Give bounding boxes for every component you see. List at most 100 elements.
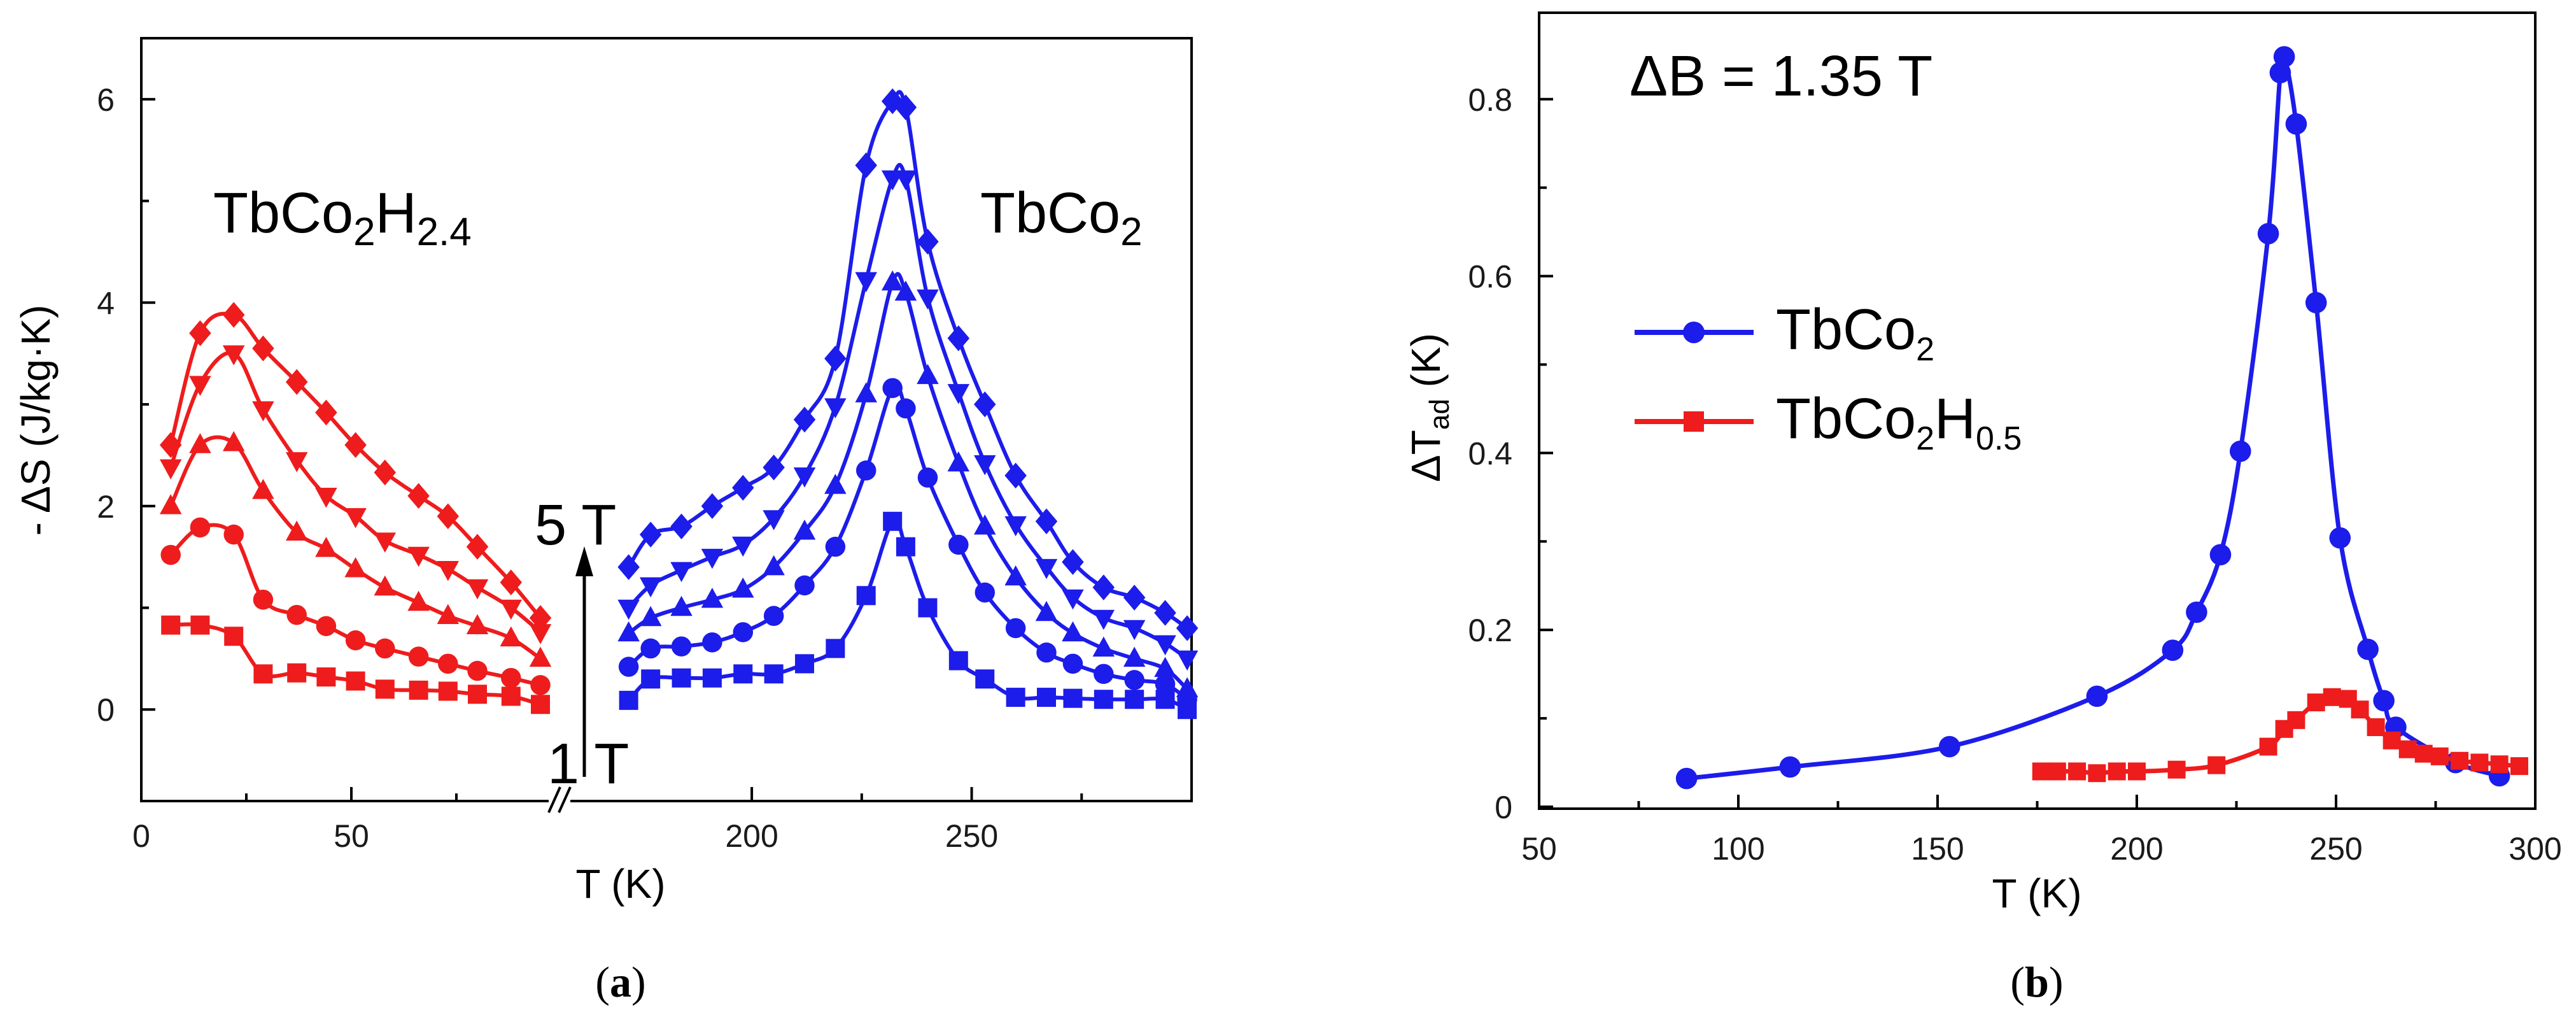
data-point xyxy=(670,562,693,583)
arrow-top-label: 5 T xyxy=(535,493,616,557)
data-point xyxy=(2088,764,2106,783)
data-point xyxy=(409,680,428,700)
data-point xyxy=(1155,674,1176,695)
data-point xyxy=(2207,756,2226,774)
data-point xyxy=(1176,615,1199,641)
data-point xyxy=(468,685,487,704)
data-point xyxy=(2162,639,2184,661)
data-point xyxy=(222,430,245,451)
data-point xyxy=(947,384,970,404)
legend-marker-tbco2h05 xyxy=(1684,411,1704,432)
data-point xyxy=(2351,700,2369,719)
data-point xyxy=(701,548,724,569)
data-point xyxy=(2323,688,2341,706)
annotation-tbco2: TbCo2 xyxy=(980,181,1143,254)
data-point xyxy=(375,638,395,659)
data-point xyxy=(702,632,722,653)
data-point xyxy=(1176,650,1199,671)
data-point xyxy=(1062,589,1084,610)
data-point xyxy=(855,272,877,292)
data-point xyxy=(345,630,366,651)
data-point xyxy=(466,579,489,600)
data-point xyxy=(285,520,308,541)
arrow-head-icon xyxy=(575,546,593,576)
data-point xyxy=(917,364,939,385)
data-point xyxy=(917,467,938,488)
data-point xyxy=(467,660,488,681)
panel-b-caption: (b) xyxy=(2010,958,2063,1006)
data-point xyxy=(883,511,903,531)
data-point xyxy=(2490,755,2509,774)
data-point xyxy=(763,555,785,576)
data-point xyxy=(1123,620,1146,641)
data-point xyxy=(159,459,182,479)
panel-b-y-axis-label: ΔTad (K) xyxy=(1403,333,1455,482)
data-point xyxy=(287,663,307,683)
data-point xyxy=(670,513,693,539)
data-point xyxy=(159,494,182,515)
data-point xyxy=(1062,653,1083,674)
data-point xyxy=(2430,747,2449,765)
data-point xyxy=(2108,762,2126,781)
series-tbco2h0-5 xyxy=(2032,688,2528,783)
data-point xyxy=(2398,740,2417,758)
data-point xyxy=(189,433,211,453)
data-point xyxy=(825,536,846,557)
legend: TbCo2 TbCo2H0.5 xyxy=(1635,298,2022,457)
data-point xyxy=(500,599,523,620)
data-point xyxy=(374,459,397,486)
data-point xyxy=(252,335,274,362)
panel-a-series xyxy=(159,88,1199,720)
data-point xyxy=(437,561,460,581)
panel-b: 50 100 150 200 250 300 0 0.2 0.4 0.6 0.8 ΔB = 1.35… xyxy=(1403,11,2562,1006)
data-point xyxy=(2285,113,2307,135)
data-point xyxy=(529,605,552,631)
data-point xyxy=(701,587,724,608)
data-point xyxy=(466,614,489,635)
series-tbco2h2-4-5-t xyxy=(159,302,552,631)
y-tick-label: 6 xyxy=(97,82,115,118)
data-point xyxy=(947,451,970,472)
data-point xyxy=(2259,737,2277,756)
data-point xyxy=(974,514,996,535)
data-point xyxy=(702,668,722,688)
series-tbco2h2-4-2-t xyxy=(160,517,551,695)
legend-label-tbco2: TbCo2 xyxy=(1776,298,1934,368)
data-point xyxy=(407,483,430,509)
data-point xyxy=(408,646,429,667)
data-point xyxy=(252,401,274,422)
data-point xyxy=(947,325,970,351)
panel-a: 0 50 200 250 0 2 4 6 5 T 1 T TbCo2H2.4 TbCo2 T … xyxy=(13,37,1199,1006)
data-point xyxy=(1035,508,1058,534)
data-point xyxy=(2367,718,2385,736)
data-point xyxy=(1036,642,1057,663)
data-point xyxy=(1004,565,1027,586)
data-point xyxy=(315,399,337,426)
data-point xyxy=(1094,690,1113,709)
data-point xyxy=(882,378,903,399)
data-point xyxy=(2373,690,2395,712)
data-point xyxy=(764,664,784,684)
panel-a-ticks: 0 50 200 250 0 2 4 6 xyxy=(97,82,1083,854)
data-point xyxy=(1035,558,1058,579)
data-point xyxy=(529,624,552,644)
legend-label-tbco2h05: TbCo2H0.5 xyxy=(1776,387,2022,457)
data-point xyxy=(2451,751,2469,770)
data-point xyxy=(500,626,523,647)
data-point xyxy=(529,646,552,667)
data-point xyxy=(856,586,876,606)
data-point xyxy=(794,575,815,596)
data-point xyxy=(975,582,996,603)
data-point xyxy=(285,369,308,395)
data-point xyxy=(917,289,939,310)
data-point xyxy=(1063,688,1083,708)
data-point xyxy=(1124,670,1144,690)
y-tick-label: 0.6 xyxy=(1468,259,1512,295)
data-point xyxy=(894,280,917,301)
data-point xyxy=(1094,664,1114,685)
data-point xyxy=(2257,223,2279,245)
data-point xyxy=(793,467,816,488)
data-point xyxy=(917,229,939,255)
data-point xyxy=(438,653,458,674)
data-point xyxy=(2068,762,2087,781)
